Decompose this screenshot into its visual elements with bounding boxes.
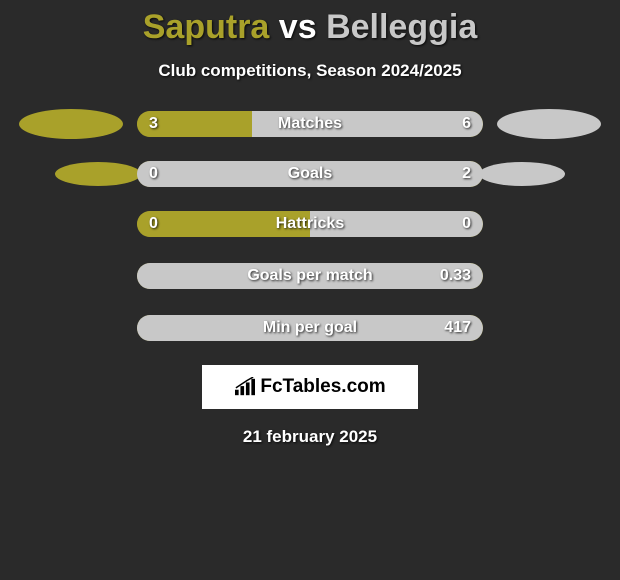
title-player2: Belleggia — [326, 8, 477, 46]
stat-bar: Goals per match0.33 — [137, 263, 483, 289]
logo-box: FcTables.com — [202, 365, 418, 409]
stat-label: Matches — [137, 111, 483, 137]
title-vs-space2 — [317, 8, 326, 46]
stat-right-value: 0.33 — [440, 263, 471, 289]
stat-right-value: 417 — [444, 315, 471, 341]
stat-bar: Goals0 2 — [137, 161, 483, 187]
stat-row: Min per goal417 — [0, 313, 620, 343]
date: 21 february 2025 — [0, 427, 620, 447]
stat-label: Min per goal — [137, 315, 483, 341]
stat-left-value: 0 — [149, 211, 158, 237]
stat-bar: Min per goal417 — [137, 315, 483, 341]
bar-chart-icon — [234, 377, 256, 397]
stat-rows: Matches36Goals02Hattricks00Goals per mat… — [0, 109, 620, 343]
stat-label: Hattricks — [137, 211, 483, 237]
team-marker-left — [19, 109, 123, 139]
subtitle: Club competitions, Season 2024/2025 — [0, 61, 620, 81]
stat-row: Hattricks0 0 — [0, 209, 620, 239]
comparison-card: Saputra vs Belleggia Club competitions, … — [0, 0, 620, 447]
logo-text: FcTables.com — [260, 376, 385, 398]
stat-right-value: 0 — [462, 211, 471, 237]
stat-bar: Matches3 6 — [137, 111, 483, 137]
team-marker-right — [497, 109, 601, 139]
team-marker-right — [479, 162, 565, 186]
stat-right-value: 2 — [462, 161, 471, 187]
stat-left-value: 3 — [149, 111, 158, 137]
team-marker-left — [55, 162, 141, 186]
stat-label: Goals per match — [137, 263, 483, 289]
stat-row: Goals0 2 — [0, 161, 620, 187]
logo: FcTables.com — [234, 376, 385, 398]
stat-right-value: 6 — [462, 111, 471, 137]
stat-row: Goals per match0.33 — [0, 261, 620, 291]
stat-row: Matches3 6 — [0, 109, 620, 139]
title: Saputra vs Belleggia — [0, 8, 620, 47]
stat-bar: Hattricks0 0 — [137, 211, 483, 237]
stat-left-value: 0 — [149, 161, 158, 187]
stat-label: Goals — [137, 161, 483, 187]
title-player1: Saputra — [143, 8, 270, 46]
title-vs-text: vs — [279, 8, 317, 46]
